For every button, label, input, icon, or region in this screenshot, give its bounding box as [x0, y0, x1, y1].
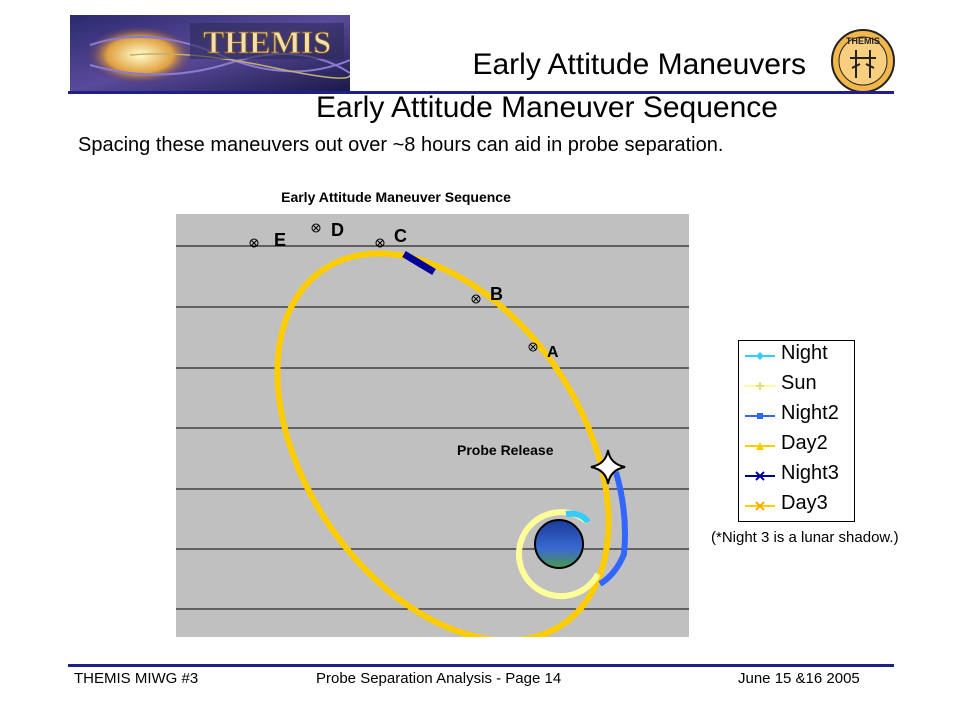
footer-right-text: June 15 &16 2005	[738, 670, 860, 687]
legend-item-night2: Night2	[739, 401, 854, 431]
probe-release-star	[590, 449, 626, 485]
legend-item-night: Night	[739, 341, 854, 371]
header-title: Early Attitude Maneuvers	[472, 48, 806, 81]
label-b: B	[490, 284, 503, 304]
x-marker-icon	[755, 501, 765, 511]
label-a: A	[547, 344, 559, 361]
footnote: (*Night 3 is a lunar shadow.)	[711, 529, 899, 546]
marker-b	[471, 294, 481, 304]
marker-a	[528, 342, 538, 352]
marker-e	[249, 238, 259, 248]
orbit-series-night	[565, 510, 591, 524]
footer-center-text: Probe Separation Analysis - Page 14	[316, 670, 562, 687]
themis-logo: THEMIS	[70, 15, 350, 91]
legend-label: Night	[781, 342, 828, 364]
orbit-series-day3	[274, 250, 612, 637]
marker-c	[375, 238, 385, 248]
footer-divider	[68, 664, 894, 667]
orbit-series-sun	[515, 509, 601, 600]
chart-legend: Night Sun Night2 Day2 Night3 Day3	[738, 340, 855, 522]
themis-emblem: THEMIS	[831, 29, 895, 93]
orbit-plot: A B C D E Probe Release	[176, 214, 689, 637]
legend-label: Day2	[781, 432, 828, 454]
legend-item-night3: Night3	[739, 461, 854, 491]
plus-marker-icon	[756, 382, 764, 390]
chart-title: Early Attitude Maneuver Sequence	[281, 189, 511, 205]
orbit-series-night3	[402, 250, 436, 276]
legend-label: Night2	[781, 402, 839, 424]
legend-label: Night3	[781, 462, 839, 484]
header-divider	[68, 91, 894, 94]
triangle-marker-icon	[756, 442, 764, 450]
slide-title: Early Attitude Maneuver Sequence	[316, 91, 778, 124]
diamond-marker-icon	[756, 352, 764, 360]
logo-text: THEMIS	[203, 24, 331, 60]
maneuver-markers	[249, 223, 538, 352]
legend-item-day2: Day2	[739, 431, 854, 461]
x-marker-icon	[755, 471, 765, 481]
orbit-series-night2	[598, 471, 628, 587]
label-c: C	[394, 226, 407, 246]
inner-orbit	[515, 509, 601, 600]
slide-subtitle: Spacing these maneuvers out over ~8 hour…	[78, 134, 724, 156]
footer-left-text: THEMIS MIWG #3	[74, 670, 199, 687]
square-marker-icon	[757, 413, 763, 419]
legend-item-day3: Day3	[739, 491, 854, 521]
label-d: D	[331, 220, 344, 240]
label-e: E	[274, 230, 286, 250]
label-probe-release: Probe Release	[457, 442, 554, 458]
marker-d	[311, 223, 321, 233]
legend-label: Sun	[781, 372, 817, 394]
earth	[534, 519, 584, 569]
legend-item-sun: Sun	[739, 371, 854, 401]
legend-label: Day3	[781, 492, 828, 514]
emblem-text: THEMIS	[846, 36, 880, 46]
